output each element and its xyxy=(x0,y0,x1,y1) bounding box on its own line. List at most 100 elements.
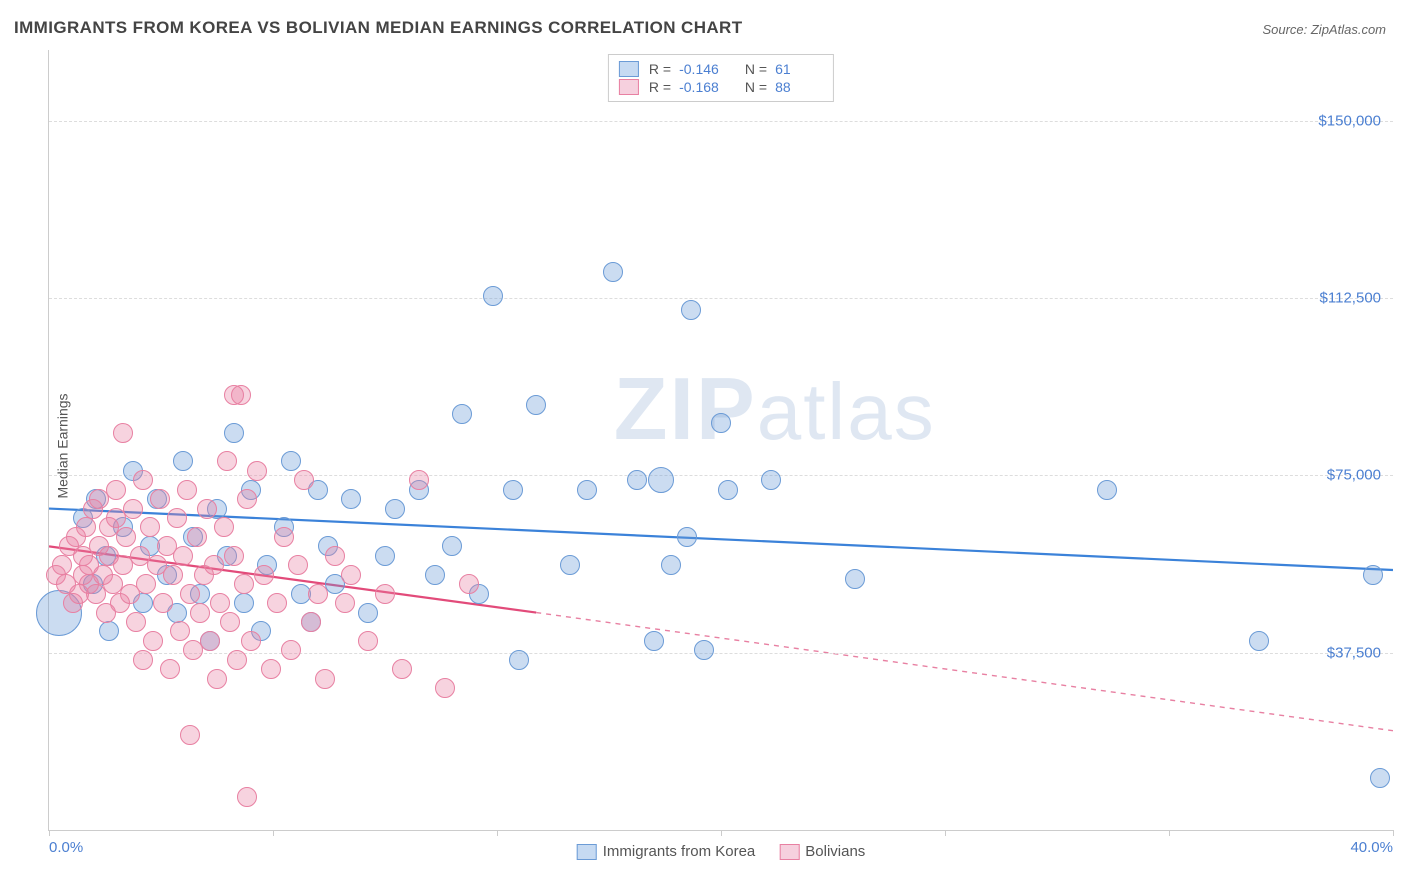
scatter-point xyxy=(392,659,412,679)
scatter-point xyxy=(267,593,287,613)
scatter-point xyxy=(459,574,479,594)
y-tick-label: $112,500 xyxy=(1320,290,1381,307)
scatter-point xyxy=(627,470,647,490)
scatter-point xyxy=(1249,631,1269,651)
scatter-point xyxy=(123,499,143,519)
scatter-point xyxy=(167,508,187,528)
legend-row: R = -0.146 N = 61 xyxy=(619,60,823,78)
legend-swatch xyxy=(619,79,639,95)
y-tick-label: $150,000 xyxy=(1318,112,1381,129)
scatter-point xyxy=(483,286,503,306)
scatter-point xyxy=(335,593,355,613)
scatter-point xyxy=(52,555,72,575)
scatter-point xyxy=(170,621,190,641)
scatter-point xyxy=(220,612,240,632)
source-attribution: Source: ZipAtlas.com xyxy=(1262,22,1386,37)
scatter-point xyxy=(1370,768,1390,788)
scatter-point xyxy=(237,489,257,509)
scatter-point xyxy=(133,470,153,490)
scatter-point xyxy=(409,470,429,490)
gridline xyxy=(49,121,1393,122)
scatter-point xyxy=(153,593,173,613)
scatter-point xyxy=(288,555,308,575)
scatter-plot-area: ZIPatlas $37,500$75,000$112,500$150,0000… xyxy=(48,50,1393,831)
scatter-point xyxy=(281,640,301,660)
scatter-point xyxy=(116,527,136,547)
scatter-point xyxy=(503,480,523,500)
scatter-point xyxy=(237,787,257,807)
scatter-point xyxy=(160,659,180,679)
scatter-point xyxy=(187,527,207,547)
scatter-point xyxy=(315,669,335,689)
scatter-point xyxy=(136,574,156,594)
scatter-point xyxy=(1363,565,1383,585)
watermark: ZIPatlas xyxy=(614,358,936,460)
legend-row: R = -0.168 N = 88 xyxy=(619,78,823,96)
scatter-point xyxy=(358,631,378,651)
scatter-point xyxy=(677,527,697,547)
scatter-point xyxy=(294,470,314,490)
scatter-point xyxy=(140,517,160,537)
trend-line xyxy=(536,613,1393,731)
legend-r-value: -0.146 xyxy=(679,61,727,77)
scatter-point xyxy=(341,489,361,509)
scatter-point xyxy=(308,584,328,604)
gridline xyxy=(49,653,1393,654)
x-tick-mark xyxy=(1169,830,1170,836)
scatter-point xyxy=(358,603,378,623)
legend-swatch xyxy=(619,61,639,77)
scatter-point xyxy=(247,461,267,481)
scatter-point xyxy=(375,546,395,566)
scatter-point xyxy=(681,300,701,320)
legend-n-label: N = xyxy=(737,61,767,77)
scatter-point xyxy=(133,650,153,670)
scatter-point xyxy=(385,499,405,519)
correlation-legend: R = -0.146 N = 61R = -0.168 N = 88 xyxy=(608,54,834,102)
x-tick-mark xyxy=(1393,830,1394,836)
legend-r-label: R = xyxy=(649,79,671,95)
scatter-point xyxy=(234,593,254,613)
scatter-point xyxy=(761,470,781,490)
scatter-point xyxy=(281,451,301,471)
x-tick-mark xyxy=(721,830,722,836)
x-tick-mark xyxy=(273,830,274,836)
scatter-point xyxy=(375,584,395,604)
legend-label: Immigrants from Korea xyxy=(603,843,756,860)
trend-lines-svg xyxy=(49,50,1393,830)
legend-swatch xyxy=(779,844,799,860)
legend-swatch xyxy=(577,844,597,860)
scatter-point xyxy=(99,621,119,641)
scatter-point xyxy=(442,536,462,556)
scatter-point xyxy=(231,385,251,405)
scatter-point xyxy=(661,555,681,575)
scatter-point xyxy=(325,546,345,566)
scatter-point xyxy=(210,593,230,613)
trend-line xyxy=(49,509,1393,570)
legend-n-value: 88 xyxy=(775,79,823,95)
scatter-point xyxy=(106,480,126,500)
scatter-point xyxy=(143,631,163,651)
scatter-point xyxy=(1097,480,1117,500)
scatter-point xyxy=(190,603,210,623)
scatter-point xyxy=(217,451,237,471)
gridline xyxy=(49,298,1393,299)
x-tick-mark xyxy=(49,830,50,836)
scatter-point xyxy=(177,480,197,500)
scatter-point xyxy=(577,480,597,500)
scatter-point xyxy=(452,404,472,424)
scatter-point xyxy=(180,584,200,604)
chart-title: IMMIGRANTS FROM KOREA VS BOLIVIAN MEDIAN… xyxy=(14,18,743,38)
scatter-point xyxy=(126,612,146,632)
scatter-point xyxy=(341,565,361,585)
scatter-point xyxy=(76,517,96,537)
scatter-point xyxy=(560,555,580,575)
scatter-point xyxy=(644,631,664,651)
scatter-point xyxy=(163,565,183,585)
scatter-point xyxy=(694,640,714,660)
scatter-point xyxy=(425,565,445,585)
scatter-point xyxy=(180,725,200,745)
legend-n-label: N = xyxy=(737,79,767,95)
scatter-point xyxy=(197,499,217,519)
x-tick-mark xyxy=(945,830,946,836)
legend-r-value: -0.168 xyxy=(679,79,727,95)
